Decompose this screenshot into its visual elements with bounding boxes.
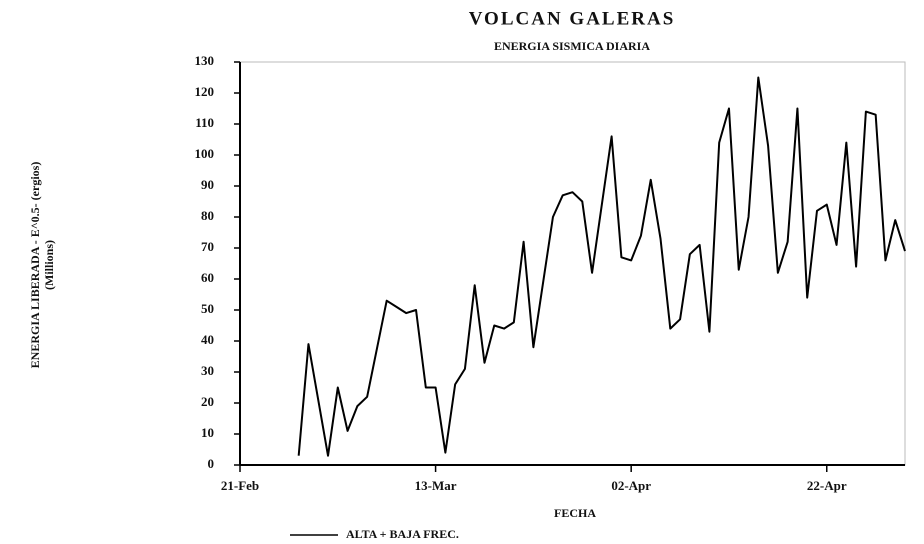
y-tick-label: 90 xyxy=(201,177,214,192)
y-axis-label: ENERGIA LIBERADA - E^0.5- (ergios) xyxy=(28,162,42,369)
y-tick-label: 0 xyxy=(208,456,215,471)
y-tick-label: 80 xyxy=(201,208,214,223)
x-tick-label: 22-Apr xyxy=(807,478,847,493)
legend-label: ALTA + BAJA FREC. xyxy=(346,527,459,541)
y-tick-label: 40 xyxy=(201,332,214,347)
y-tick-label: 130 xyxy=(195,53,215,68)
y-tick-label: 50 xyxy=(201,301,214,316)
y-tick-label: 120 xyxy=(195,84,215,99)
chart-subtitle: ENERGIA SISMICA DIARIA xyxy=(494,39,650,53)
y-tick-label: 70 xyxy=(201,239,214,254)
y-tick-label: 30 xyxy=(201,363,214,378)
x-axis-label: FECHA xyxy=(554,506,596,520)
chart-title: VOLCAN GALERAS xyxy=(469,8,676,29)
x-tick-label: 21-Feb xyxy=(221,478,259,493)
y-tick-label: 60 xyxy=(201,270,214,285)
x-tick-label: 13-Mar xyxy=(415,478,457,493)
y-tick-label: 100 xyxy=(195,146,215,161)
x-tick-label: 02-Apr xyxy=(611,478,651,493)
data-line xyxy=(297,76,906,457)
y-tick-label: 10 xyxy=(201,425,214,440)
y-tick-label: 110 xyxy=(195,115,214,130)
y-axis-label: (Millions) xyxy=(42,240,56,290)
y-tick-label: 20 xyxy=(201,394,214,409)
